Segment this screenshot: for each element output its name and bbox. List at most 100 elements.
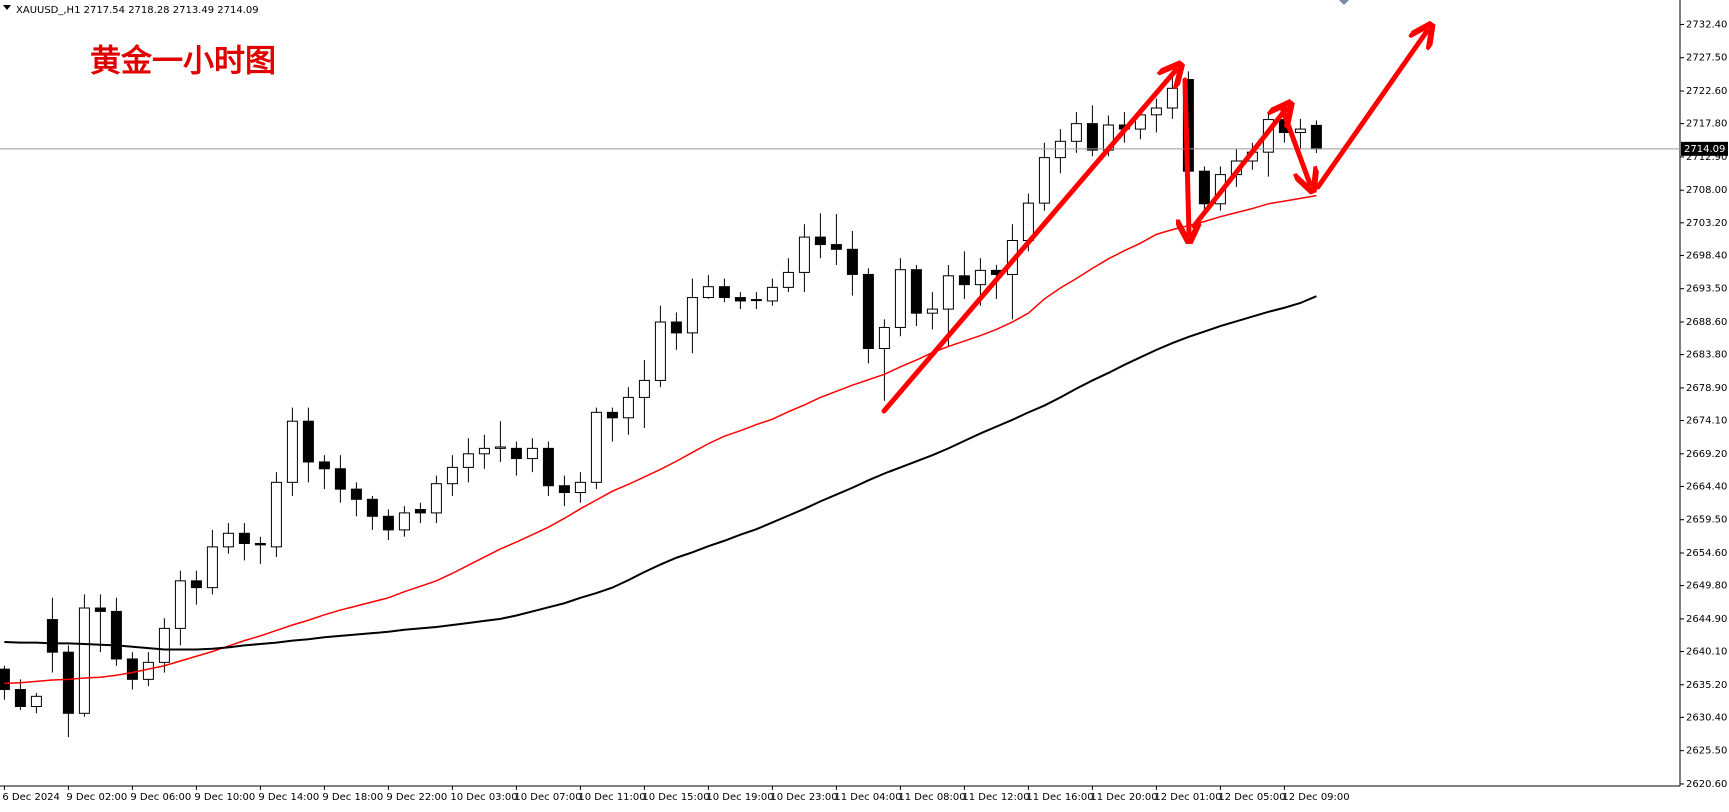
y-tick-label: 2727.50 [1686,53,1727,64]
candle-body [1166,87,1178,109]
arrow [1185,77,1189,234]
candle-body [750,299,762,302]
candle-body [94,607,106,612]
x-tick-label: 9 Dec 18:00 [322,792,383,803]
candle-body [494,446,506,449]
candle-body [0,668,10,691]
chart-title: 黄金一小时图 [90,44,276,80]
y-tick-label: 2698.40 [1686,250,1727,261]
arrow [881,70,1176,414]
candle-body [478,447,490,455]
x-tick-label: 9 Dec 14:00 [258,792,319,803]
x-tick-label: 11 Dec 20:00 [1090,792,1157,803]
candle-body [318,461,330,470]
candle-body [734,297,746,302]
candle-body [1150,107,1162,116]
shift-marker [1339,0,1349,5]
x-tick-label: 10 Dec 19:00 [706,792,773,803]
candle-body [110,610,122,660]
symbol-info: XAUUSD_,H1 2717.54 2718.28 2713.49 2714.… [16,5,259,16]
y-tick-label: 2644.90 [1686,614,1727,625]
candle-body [766,286,778,302]
candle-body [414,509,426,514]
y-tick-label: 2732.40 [1686,19,1727,30]
y-tick-label: 2683.80 [1686,350,1727,361]
y-tick-label: 2703.20 [1686,218,1727,229]
y-tick-label: 2664.40 [1686,481,1727,492]
candle-body [126,658,138,680]
candle-body [958,275,970,286]
candle-body [862,273,874,350]
candle-body [174,580,186,629]
candle-body [798,236,810,273]
y-tick-label: 2625.50 [1686,746,1727,757]
x-tick-label: 9 Dec 10:00 [194,792,255,803]
candle-body [46,619,58,653]
candle-body [830,244,842,250]
candle-body [78,607,90,714]
candle-body [590,411,602,483]
x-tick-label: 11 Dec 12:00 [962,792,1029,803]
y-tick-label: 2722.60 [1686,86,1727,97]
x-tick-label: 11 Dec 04:00 [834,792,901,803]
candle-body [190,580,202,589]
candle-body [542,447,554,487]
candle-body [1038,157,1050,204]
candle-body [878,326,890,350]
ohlc-close: 2714.09 [217,5,258,16]
candle-body [350,488,362,500]
candle-body [926,308,938,314]
candle-body [398,512,410,531]
candle-body [686,297,698,334]
candle-body [222,532,234,548]
menu-triangle [3,5,11,10]
candle-body [430,483,442,514]
candle-body [1310,124,1322,150]
y-tick-label: 2693.50 [1686,284,1727,295]
x-tick-label: 11 Dec 08:00 [898,792,965,803]
arrow [1315,31,1427,190]
x-tick-label: 10 Dec 07:00 [514,792,581,803]
x-tick-label: 10 Dec 03:00 [450,792,517,803]
candle-body [158,627,170,663]
candle-body [14,689,26,708]
x-tick-label: 10 Dec 23:00 [770,792,837,803]
candle-body [718,286,730,299]
y-tick-label: 2659.50 [1686,515,1727,526]
candle-body [814,236,826,246]
moving-average [4,295,1317,651]
ohlc-low: 2713.49 [173,5,214,16]
y-tick-label: 2630.40 [1686,712,1727,723]
x-tick-label: 12 Dec 01:00 [1154,792,1221,803]
candle-body [30,695,42,708]
y-tick-label: 2712.90 [1686,152,1727,163]
y-tick-label: 2717.80 [1686,119,1727,130]
candle-body [1294,128,1306,133]
candle-body [846,248,858,275]
x-tick-label: 9 Dec 22:00 [386,792,447,803]
candle-body [286,420,298,483]
y-tick-label: 2688.60 [1686,317,1727,328]
candle-body [366,498,378,517]
y-tick-label: 2649.80 [1686,581,1727,592]
x-tick-label: 12 Dec 09:00 [1282,792,1349,803]
current-price-label: 2714.09 [1684,144,1725,155]
candle-body [270,481,282,548]
x-tick-label: 12 Dec 05:00 [1218,792,1285,803]
y-tick-label: 2708.00 [1686,185,1727,196]
candle-body [1070,123,1082,142]
candle-body [382,515,394,531]
ohlc-open: 2717.54 [84,5,125,16]
current-price-box [1681,141,1728,156]
y-tick-label: 2635.20 [1686,680,1727,691]
candle-body [910,269,922,314]
symbol: XAUUSD_,H1 [16,5,80,16]
candle-body [894,269,906,328]
y-tick-label: 2640.10 [1686,646,1727,657]
x-tick-label: 10 Dec 11:00 [578,792,645,803]
candle-body [574,481,586,494]
x-tick-label: 9 Dec 06:00 [130,792,191,803]
candle-body [670,321,682,334]
annotation-arrows [881,31,1427,414]
